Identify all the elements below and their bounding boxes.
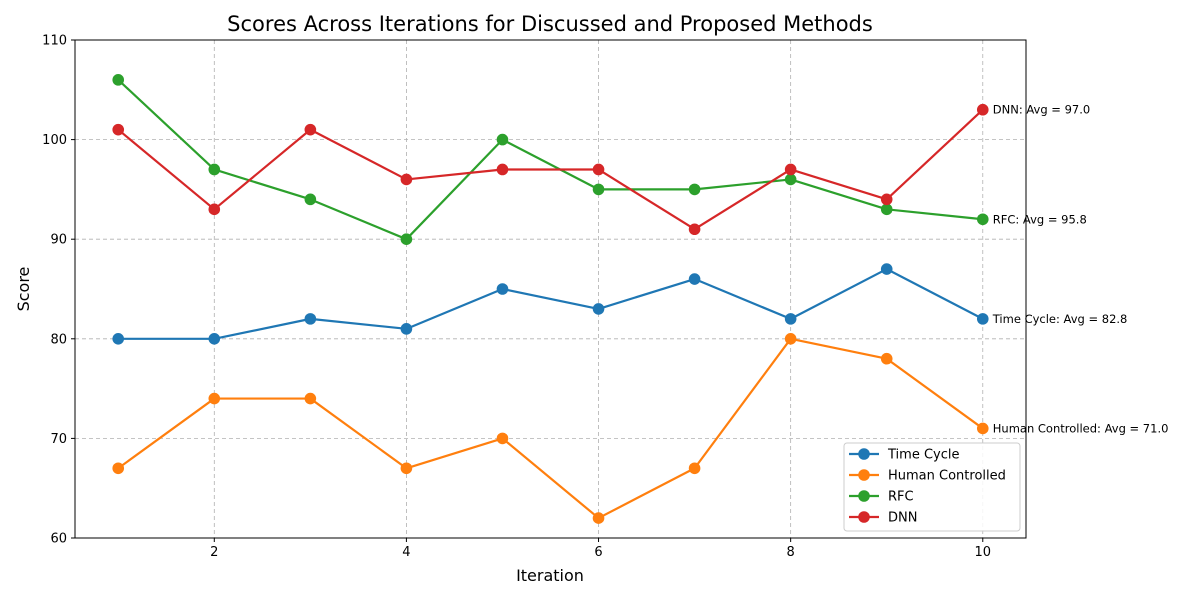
y-tick-label: 110	[42, 34, 67, 49]
series-human-controlled	[112, 333, 989, 524]
legend-marker	[858, 511, 870, 523]
annotation-rfc: RFC: Avg = 95.8	[993, 212, 1087, 226]
x-tick-label: 8	[787, 545, 795, 560]
legend-label: Time Cycle	[887, 448, 959, 463]
y-axis-title: Score	[14, 267, 33, 312]
data-point-rfc	[688, 183, 701, 196]
series-line-dnn	[117, 108, 984, 231]
data-point-time-cycle	[592, 303, 605, 315]
legend-label: RFC	[888, 490, 914, 505]
legend-label: Human Controlled	[888, 469, 1006, 484]
data-point-time-cycle	[976, 313, 989, 325]
data-point-dnn	[304, 123, 317, 136]
legend-label: DNN	[888, 511, 917, 526]
data-point-human-controlled	[976, 422, 989, 435]
data-point-rfc	[112, 74, 125, 86]
legend-marker	[858, 469, 870, 481]
data-point-rfc	[880, 203, 893, 216]
data-point-rfc	[400, 233, 413, 245]
data-point-human-controlled	[688, 462, 701, 475]
series-line-rfc	[117, 79, 983, 241]
data-point-dnn	[400, 173, 413, 186]
series-dnn	[112, 103, 989, 236]
data-point-human-controlled	[592, 512, 605, 524]
data-point-time-cycle	[112, 333, 125, 345]
x-tick-label: 4	[402, 545, 410, 560]
data-point-human-controlled	[496, 432, 509, 445]
annotation-human-controlled: Human Controlled: Avg = 71.0	[993, 421, 1169, 435]
data-point-dnn	[496, 163, 509, 176]
data-point-human-controlled	[112, 462, 125, 475]
data-point-rfc	[496, 133, 509, 146]
data-point-human-controlled	[304, 392, 317, 405]
data-point-dnn	[976, 103, 989, 116]
data-point-dnn	[112, 123, 125, 136]
data-point-time-cycle	[496, 283, 509, 295]
data-point-time-cycle	[304, 313, 317, 325]
data-point-rfc	[784, 173, 797, 186]
series-line-time-cycle	[118, 267, 984, 340]
data-point-human-controlled	[880, 352, 893, 365]
data-point-dnn	[208, 203, 221, 216]
legend-item-time-cycle: Time Cycle	[849, 448, 959, 463]
data-point-rfc	[304, 193, 317, 206]
y-tick-label: 80	[50, 332, 67, 347]
y-tick-label: 60	[50, 532, 67, 547]
data-point-dnn	[880, 193, 893, 206]
data-point-time-cycle	[784, 313, 797, 325]
legend: Time Cycle Human Controlled RFC DNN	[843, 442, 1021, 532]
y-tick-label: 90	[50, 233, 67, 248]
series-line-human-controlled	[117, 337, 984, 520]
legend-item-rfc: RFC	[849, 490, 914, 505]
annotation-time-cycle: Time Cycle: Avg = 82.8	[992, 312, 1128, 326]
data-point-time-cycle	[400, 323, 413, 335]
annotations: Time Cycle: Avg = 82.8 Human Controlled: …	[992, 103, 1169, 436]
legend-marker	[858, 448, 870, 460]
x-tick-label: 2	[210, 545, 218, 560]
chart-title: Scores Across Iterations for Discussed a…	[227, 12, 873, 36]
data-point-rfc	[208, 163, 221, 176]
series-group	[112, 74, 989, 524]
axis-ticks: 2 4 6 8 10 60 70 80 90 100 110	[42, 34, 991, 561]
data-point-time-cycle	[880, 263, 893, 275]
legend-item-human-controlled: Human Controlled	[849, 469, 1006, 484]
series-time-cycle	[112, 263, 989, 345]
x-tick-label: 6	[594, 545, 602, 560]
legend-frame	[843, 442, 1021, 532]
data-point-time-cycle	[208, 333, 221, 345]
data-point-human-controlled	[400, 462, 413, 475]
data-point-dnn	[688, 223, 701, 236]
data-point-rfc	[592, 183, 605, 196]
x-axis-title: Iteration	[516, 566, 584, 585]
plot-frame	[74, 39, 1027, 539]
series-rfc	[112, 74, 989, 245]
annotation-dnn: DNN: Avg = 97.0	[993, 103, 1090, 117]
data-point-human-controlled	[208, 392, 221, 405]
data-point-dnn	[784, 163, 797, 176]
y-tick-label: 70	[50, 432, 67, 447]
data-point-human-controlled	[784, 333, 797, 345]
legend-item-dnn: DNN	[849, 511, 917, 526]
data-point-rfc	[976, 213, 989, 226]
y-tick-label: 100	[42, 133, 67, 148]
data-point-dnn	[592, 163, 605, 176]
data-point-time-cycle	[688, 273, 701, 285]
x-tick-label: 10	[974, 545, 991, 560]
legend-marker	[858, 490, 870, 502]
